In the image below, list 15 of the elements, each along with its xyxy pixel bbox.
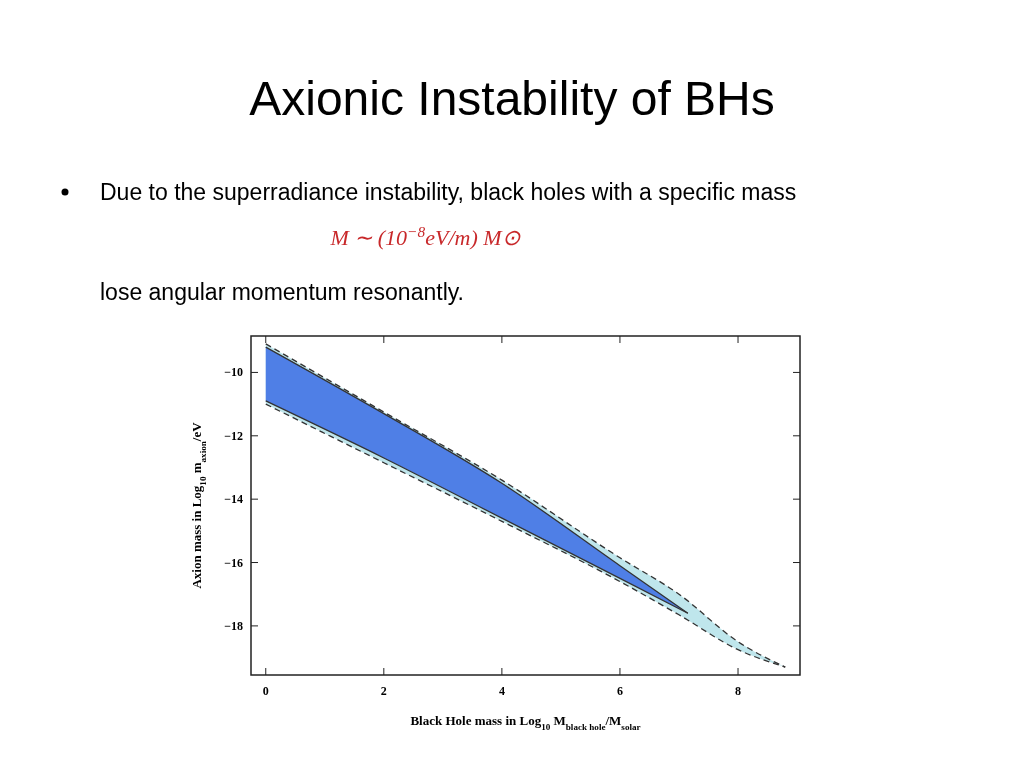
x-tick-label: 4: [498, 684, 505, 698]
y-tick-label: −10: [224, 365, 243, 380]
y-tick-label: −16: [224, 555, 243, 570]
x-tick-label: 2: [380, 684, 387, 698]
x-axis-title: Black Hole mass in Log$_{10}$ M$_{black hole}$/M$_{solar}$: [410, 713, 641, 732]
y-tick-label: −14: [224, 492, 243, 507]
x-tick-label: 8: [735, 684, 742, 698]
chart-title: Axionic Instability of BHs: [249, 72, 775, 125]
y-tick-label: −12: [224, 428, 243, 443]
text: lose angular momentum resonantly.: [100, 279, 464, 305]
text: M ∼ (10$^{−8}$eV/m) M⊙: [329, 222, 521, 250]
chart-subtitle: Due to the superradiance instability, black holes with a specific mass: [100, 179, 797, 205]
x-tick-label: 6: [616, 684, 623, 698]
y-tick-label: −18: [224, 618, 243, 633]
x-tick-label: 0: [262, 684, 269, 698]
